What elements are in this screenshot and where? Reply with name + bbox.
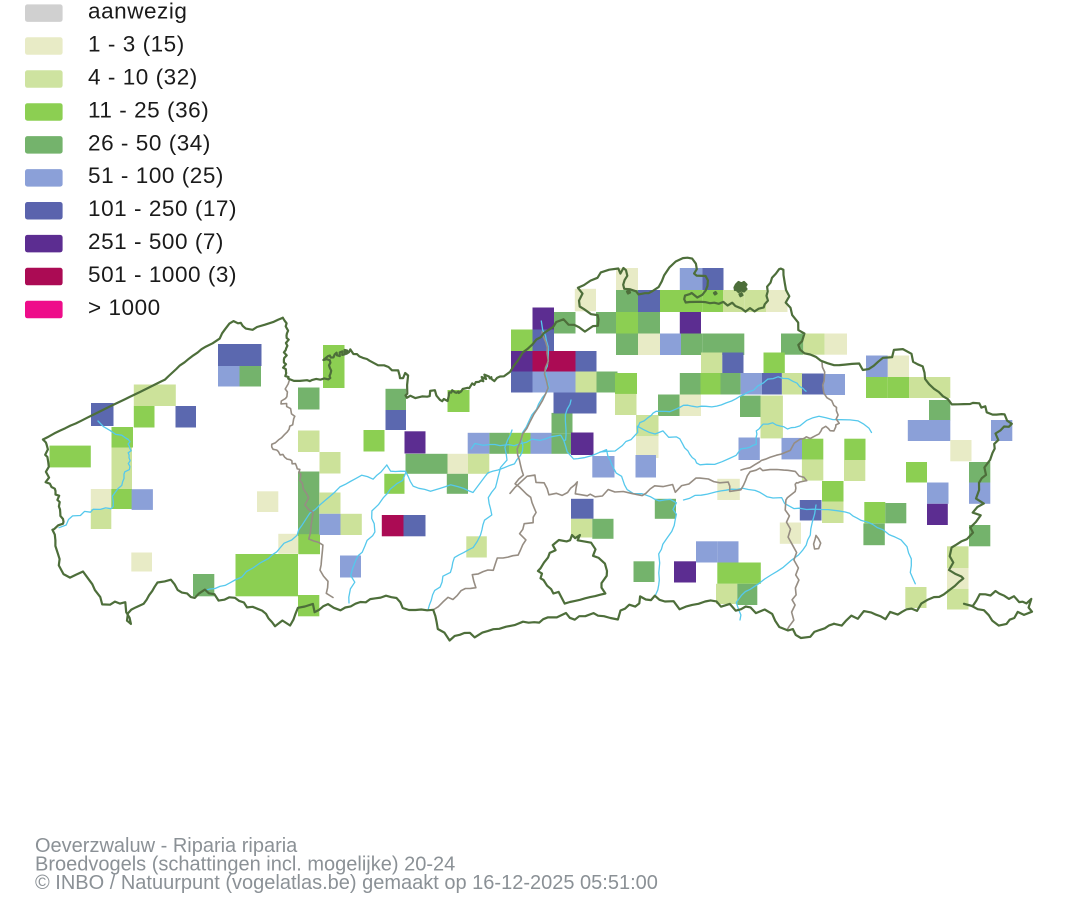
svg-text:Oeverzwaluw - Riparia riparia: Oeverzwaluw - Riparia riparia [35,835,298,857]
svg-text:4 - 10 (32): 4 - 10 (32) [88,65,198,90]
svg-text:1 - 3 (15): 1 - 3 (15) [88,32,185,57]
svg-text:101 - 250 (17): 101 - 250 (17) [88,196,237,221]
svg-text:Broedvogels (schattingen incl.: Broedvogels (schattingen incl. mogelijke… [35,854,455,876]
svg-text:11 - 25 (36): 11 - 25 (36) [88,97,209,122]
svg-text:51 - 100 (25): 51 - 100 (25) [88,163,224,188]
svg-text:501 - 1000 (3): 501 - 1000 (3) [88,262,237,287]
svg-text:> 1000: > 1000 [88,295,161,320]
svg-text:aanwezig: aanwezig [88,0,187,24]
svg-text:251 - 500 (7): 251 - 500 (7) [88,229,224,254]
svg-text:© INBO / Natuurpunt (vogelatla: © INBO / Natuurpunt (vogelatlas.be) gema… [35,872,658,894]
svg-text:26 - 50 (34): 26 - 50 (34) [88,130,211,155]
